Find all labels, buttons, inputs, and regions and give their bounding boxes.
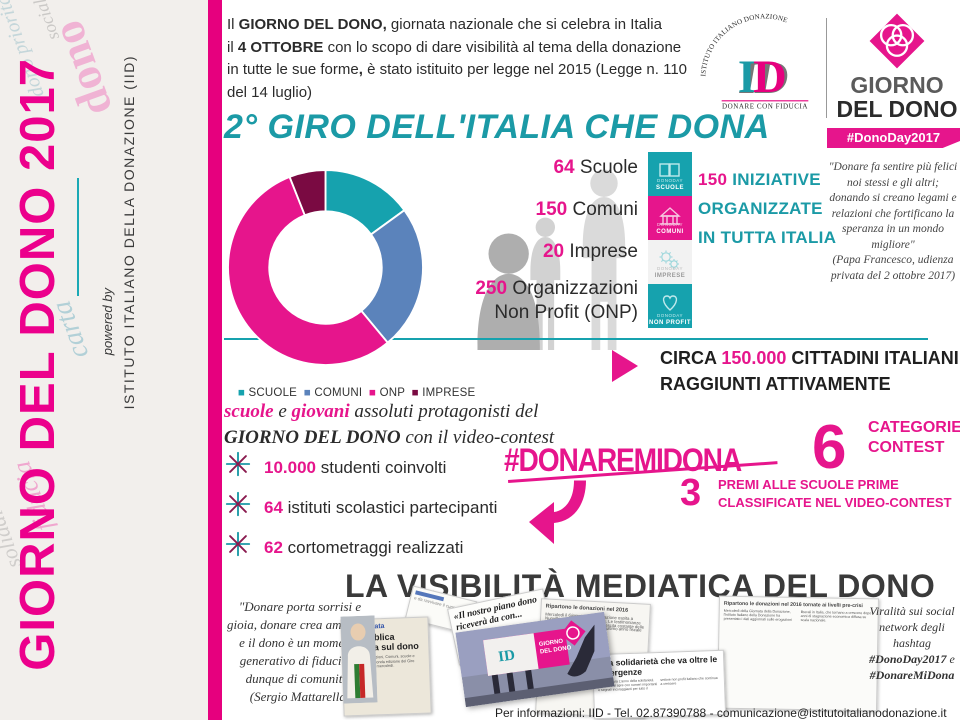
svg-text:D: D [753,51,787,103]
svg-text:DONARE CON FIDUCIA: DONARE CON FIDUCIA [722,102,808,110]
svg-text:ID: ID [497,647,516,665]
